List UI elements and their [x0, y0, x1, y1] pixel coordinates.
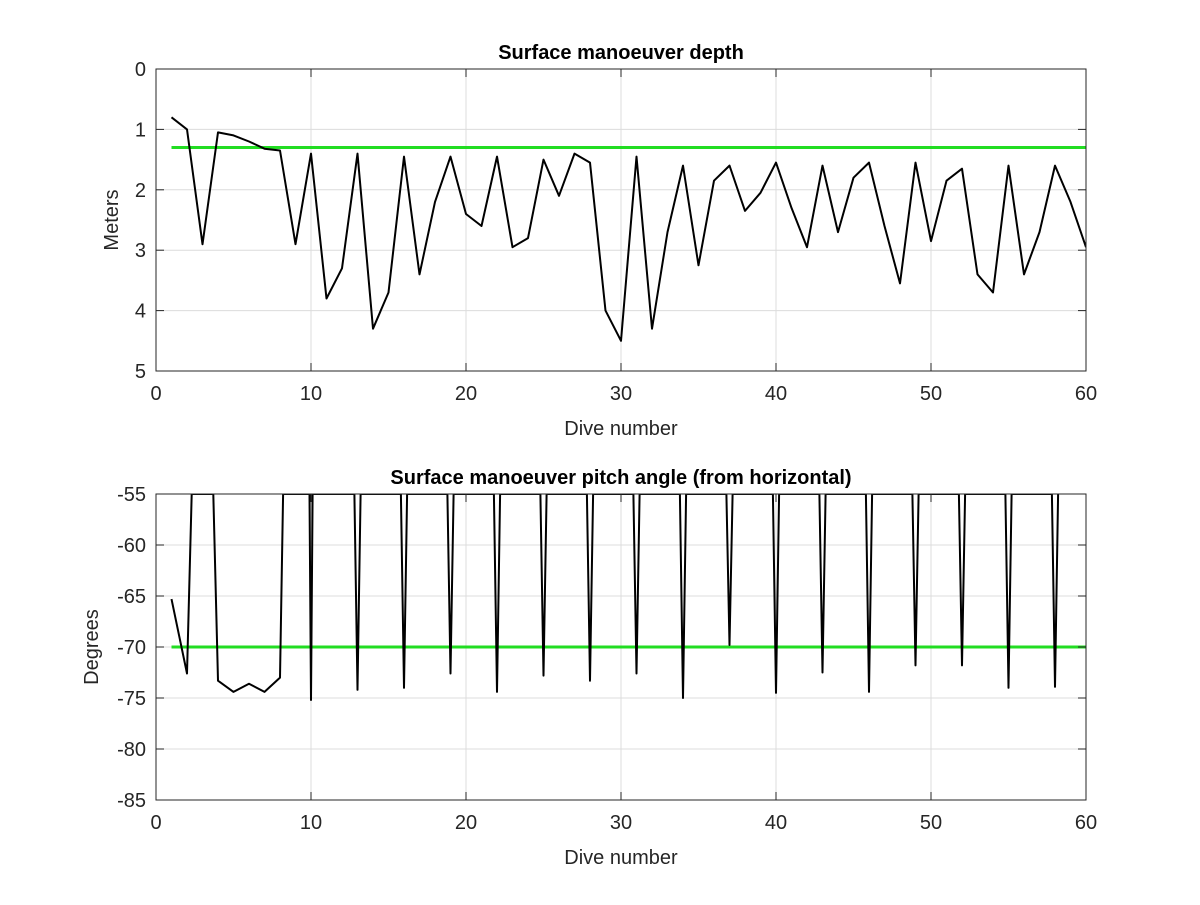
pitch-y-axis-label: Degrees [81, 609, 103, 685]
depth-x-tick-label-2: 20 [455, 383, 477, 405]
pitch-x-axis-label: Dive number [564, 847, 678, 869]
pitch-y-tick-label-0: -55 [117, 484, 146, 506]
pitch-y-tick-label-4: -75 [117, 688, 146, 710]
pitch-series-group [170, 494, 1060, 701]
depth-y-tick-label-1: 1 [135, 119, 146, 141]
depth-y-tick-label-0: 0 [135, 59, 146, 81]
pitch-x-tick-label-6: 60 [1075, 812, 1097, 834]
depth-ticks: 0 10 20 30 40 50 60 0 1 2 3 4 5 [135, 59, 1097, 405]
depth-chart-title: Surface manoeuver depth [498, 42, 744, 64]
depth-x-tick-label-0: 0 [150, 383, 161, 405]
depth-y-tick-label-3: 3 [135, 240, 146, 262]
pitch-x-tick-label-3: 30 [610, 812, 632, 834]
pitch-series-line [170, 494, 1060, 701]
depth-x-tick-label-3: 30 [610, 383, 632, 405]
depth-x-tick-label-4: 40 [765, 383, 787, 405]
pitch-y-tick-label-5: -80 [117, 739, 146, 761]
depth-y-tick-label-4: 4 [135, 301, 146, 323]
depth-x-tick-label-6: 60 [1075, 383, 1097, 405]
depth-series-line [170, 116, 1086, 342]
depth-x-tick-label-5: 50 [920, 383, 942, 405]
pitch-x-tick-label-0: 0 [150, 812, 161, 834]
pitch-y-tick-label-1: -60 [117, 535, 146, 557]
depth-x-tick-label-1: 10 [300, 383, 322, 405]
pitch-subplot: 0 10 20 30 40 50 60 -55 -60 -65 -70 -75 -80 -85 Surfa… [81, 467, 1097, 869]
pitch-y-tick-label-6: -85 [117, 790, 146, 812]
pitch-x-tick-label-4: 40 [765, 812, 787, 834]
depth-y-tick-label-2: 2 [135, 180, 146, 202]
depth-y-axis-label: Meters [101, 189, 123, 250]
depth-grid [156, 69, 1086, 371]
pitch-ticks: 0 10 20 30 40 50 60 -55 -60 -65 -70 -75 -80 -85 [117, 484, 1097, 834]
pitch-x-tick-label-5: 50 [920, 812, 942, 834]
pitch-y-tick-label-3: -70 [117, 637, 146, 659]
depth-x-axis-label: Dive number [564, 418, 678, 440]
depth-subplot: 0 10 20 30 40 50 60 0 1 2 3 4 5 Surface manoeuver de… [101, 42, 1097, 440]
pitch-y-tick-label-2: -65 [117, 586, 146, 608]
depth-y-tick-label-5: 5 [135, 361, 146, 383]
pitch-x-tick-label-2: 20 [455, 812, 477, 834]
depth-series-group [170, 116, 1086, 342]
pitch-x-tick-label-1: 10 [300, 812, 322, 834]
pitch-chart-title: Surface manoeuver pitch angle (from hori… [390, 467, 851, 489]
